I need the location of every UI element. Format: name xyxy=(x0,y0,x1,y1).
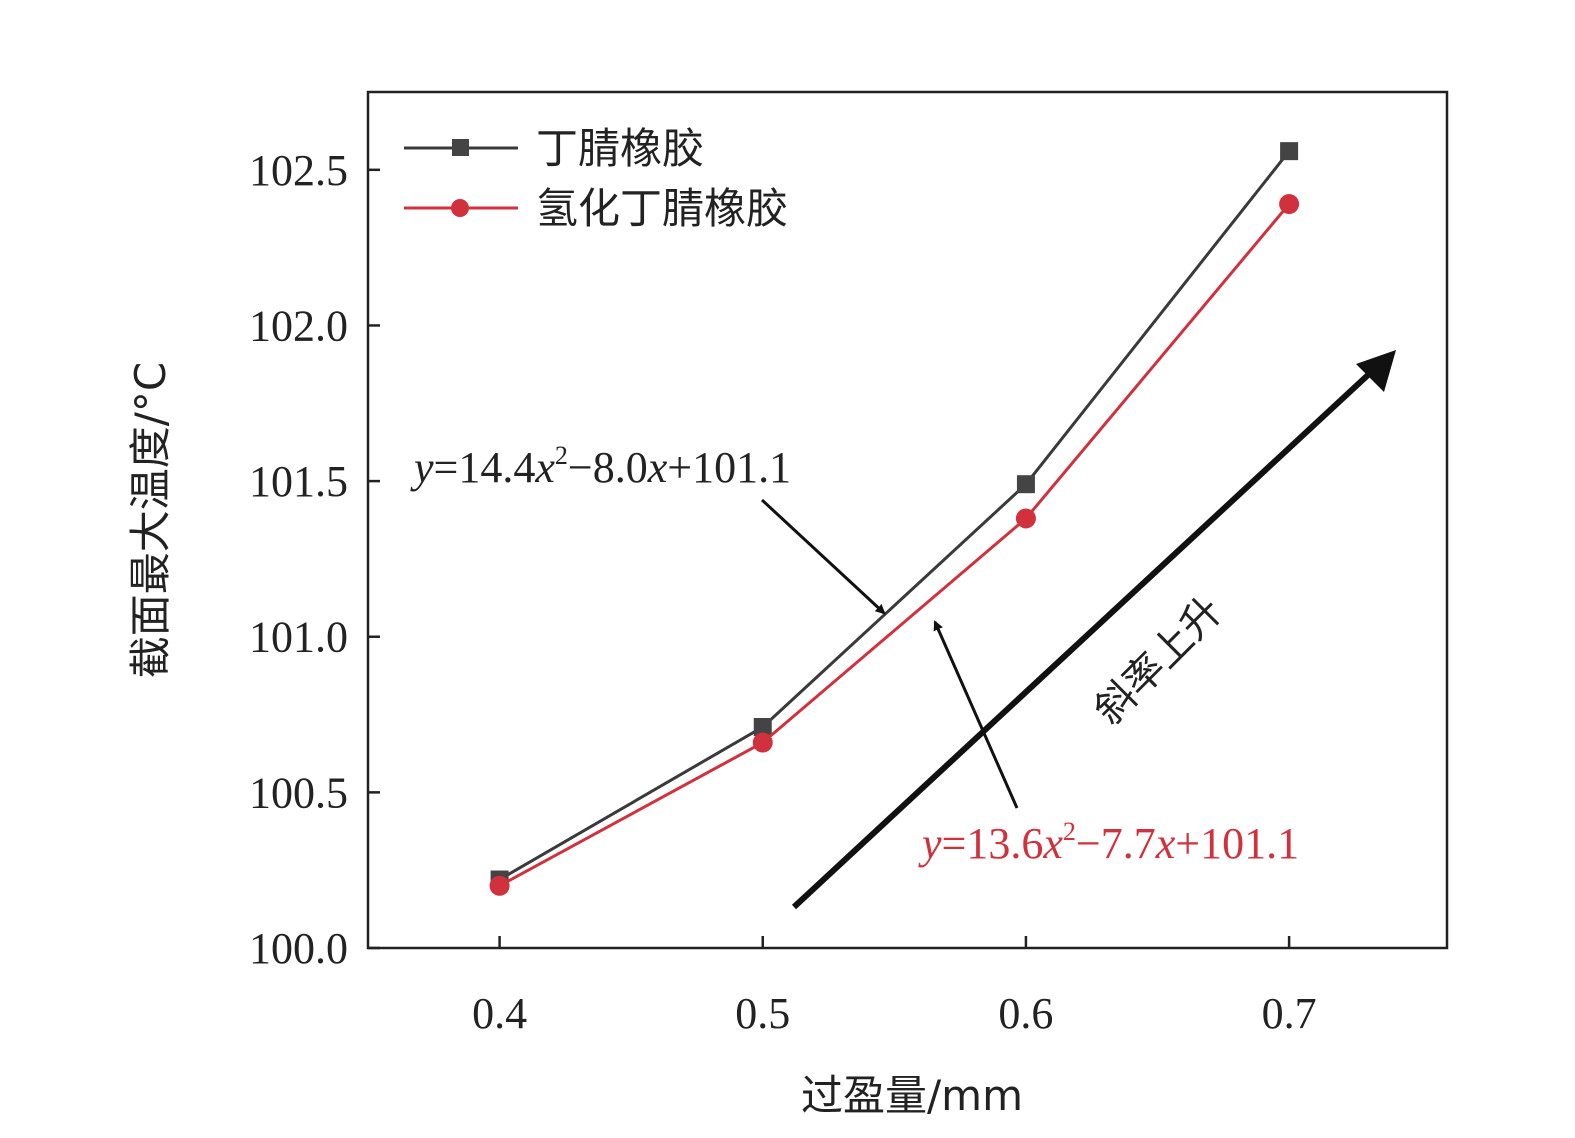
series-line-1 xyxy=(498,150,1291,881)
series-2-point-2 xyxy=(752,732,773,753)
fit-equation-1: y=14.4x2−8.0x+101.1 xyxy=(410,441,791,492)
slope-arrow-head xyxy=(1356,350,1396,392)
x-tick-label: 0.4 xyxy=(472,989,527,1038)
series-line-2 xyxy=(498,203,1291,888)
y-tick-label: 101.0 xyxy=(249,613,348,662)
y-tick-label: 102.5 xyxy=(249,146,348,195)
series-1-point-4 xyxy=(1280,142,1299,161)
fit-2-pointer-arrow xyxy=(933,620,1019,809)
eq1-part-3: +101.1 xyxy=(667,443,791,492)
legend: 丁腈橡胶 氢化丁腈橡胶 xyxy=(404,124,788,233)
plot-frame xyxy=(366,90,1449,950)
eq1-part-2: −8.0 xyxy=(568,443,648,492)
series-1-point-3 xyxy=(1016,475,1035,494)
x-axis-title: 过盈量/mm xyxy=(801,1071,1023,1120)
eq1-sup: 2 xyxy=(555,441,568,470)
eq2-var-x2: x xyxy=(1155,819,1176,868)
eq2-part-1: =13.6 xyxy=(942,819,1044,868)
eq1-part-1: =14.4 xyxy=(434,443,536,492)
eq2-part-3: +101.1 xyxy=(1175,819,1299,868)
eq2-var-y: y xyxy=(918,819,942,868)
series-layer xyxy=(489,142,1300,896)
y-tick-label: 101.5 xyxy=(249,457,348,506)
slope-rise-text: 斜率上升 xyxy=(1086,588,1232,734)
y-tick-label: 102.0 xyxy=(249,301,348,350)
legend-label-series-1: 丁腈橡胶 xyxy=(536,124,704,173)
fit-1-pointer-arrow xyxy=(760,498,886,615)
legend-label-series-2: 氢化丁腈橡胶 xyxy=(536,184,788,233)
slope-arrow xyxy=(791,359,1385,910)
eq2-part-2: −7.7 xyxy=(1076,819,1156,868)
eq1-var-y: y xyxy=(410,443,434,492)
legend-marker-square xyxy=(452,139,469,156)
eq2-sup: 2 xyxy=(1063,817,1076,846)
y-axis-title: 截面最大温度/°C xyxy=(126,362,175,678)
series-2-point-3 xyxy=(1015,508,1036,529)
series-2-point-1 xyxy=(489,875,510,896)
eq1-var-x1: x xyxy=(534,443,555,492)
y-tick-label: 100.0 xyxy=(249,924,348,973)
eq2-var-x1: x xyxy=(1042,819,1063,868)
axis-ticks: 0.4 0.5 0.6 0.7 100.0 100.5 101.0 101.5 102.0 102… xyxy=(249,146,1317,1038)
x-tick-label: 0.7 xyxy=(1262,989,1317,1038)
y-tick-label: 100.5 xyxy=(249,768,348,817)
x-tick-label: 0.5 xyxy=(735,989,790,1038)
fit-equation-2: y=13.6x2−7.7x+101.1 xyxy=(918,817,1299,868)
series-2-point-4 xyxy=(1279,194,1300,215)
series-1-point-2 xyxy=(753,717,772,736)
legend-marker-circle xyxy=(451,199,469,217)
x-tick-label: 0.6 xyxy=(998,989,1053,1038)
eq1-var-x2: x xyxy=(647,443,668,492)
